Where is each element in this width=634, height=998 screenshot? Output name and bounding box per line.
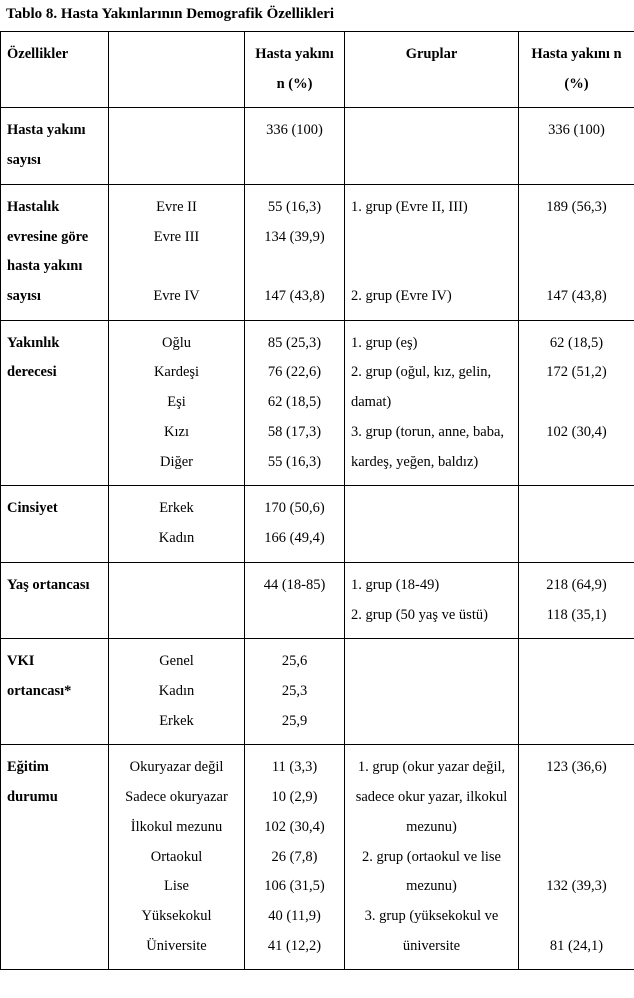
- header-empty: [109, 32, 245, 108]
- row-label: Eğitim durumu: [1, 745, 109, 970]
- row-groups: 1. grup (Evre II, III) 2. grup (Evre IV): [345, 184, 519, 320]
- row-gval: 189 (56,3) 147 (43,8): [519, 184, 634, 320]
- row-label: Hastalık evresine göre hasta yakını sayı…: [1, 184, 109, 320]
- row-val: 11 (3,3)10 (2,9)102 (30,4)26 (7,8)106 (3…: [245, 745, 345, 970]
- row-val: 25,625,325,9: [245, 639, 345, 745]
- row-sub: ErkekKadın: [109, 486, 245, 562]
- row-val: 55 (16,3)134 (39,9) 147 (43,8): [245, 184, 345, 320]
- row-gval: 218 (64,9)118 (35,1): [519, 562, 634, 638]
- row-val: 170 (50,6)166 (49,4): [245, 486, 345, 562]
- row-sub: [109, 108, 245, 184]
- table-row: VKI ortancası* GenelKadınErkek 25,625,32…: [1, 639, 634, 745]
- demographics-table: Özellikler Hasta yakını n (%) Gruplar Ha…: [0, 31, 634, 970]
- row-groups: 1. grup (18-49)2. grup (50 yaş ve üstü): [345, 562, 519, 638]
- header-hasta-yakini: Hasta yakını n (%): [245, 32, 345, 108]
- row-label: Yaş ortancası: [1, 562, 109, 638]
- row-gval: 336 (100): [519, 108, 634, 184]
- table-row: Hastalık evresine göre hasta yakını sayı…: [1, 184, 634, 320]
- row-gval: [519, 639, 634, 745]
- table-row: Yakınlık derecesi OğluKardeşiEşiKızıDiğe…: [1, 320, 634, 486]
- table-row: Eğitim durumu Okuryazar değilSadece okur…: [1, 745, 634, 970]
- table-title: Tablo 8. Hasta Yakınlarının Demografik Ö…: [0, 0, 634, 31]
- row-groups: [345, 639, 519, 745]
- row-val: 44 (18-85): [245, 562, 345, 638]
- row-groups: [345, 486, 519, 562]
- row-sub: Evre IIEvre III Evre IV: [109, 184, 245, 320]
- row-gval: 123 (36,6) 132 (39,3) 81 (24,1): [519, 745, 634, 970]
- table-row: Cinsiyet ErkekKadın 170 (50,6)166 (49,4): [1, 486, 634, 562]
- row-groups: [345, 108, 519, 184]
- row-sub: GenelKadınErkek: [109, 639, 245, 745]
- header-gruplar: Gruplar: [345, 32, 519, 108]
- row-sub: [109, 562, 245, 638]
- row-label: Cinsiyet: [1, 486, 109, 562]
- header-hasta-yakini-2: Hasta yakını n (%): [519, 32, 634, 108]
- header-row: Özellikler Hasta yakını n (%) Gruplar Ha…: [1, 32, 634, 108]
- row-sub: Okuryazar değilSadece okuryazarİlkokul m…: [109, 745, 245, 970]
- row-gval: [519, 486, 634, 562]
- row-label: VKI ortancası*: [1, 639, 109, 745]
- table-row: Yaş ortancası 44 (18-85) 1. grup (18-49)…: [1, 562, 634, 638]
- row-groups: 1. grup (eş)2. grup (oğul, kız, gelin, d…: [345, 320, 519, 486]
- table-row: Hasta yakını sayısı 336 (100) 336 (100): [1, 108, 634, 184]
- row-groups: 1. grup (okur yazar değil, sadece okur y…: [345, 745, 519, 970]
- row-gval: 62 (18,5)172 (51,2) 102 (30,4): [519, 320, 634, 486]
- row-label: Yakınlık derecesi: [1, 320, 109, 486]
- row-val: 85 (25,3)76 (22,6)62 (18,5)58 (17,3)55 (…: [245, 320, 345, 486]
- row-val: 336 (100): [245, 108, 345, 184]
- row-label: Hasta yakını sayısı: [1, 108, 109, 184]
- header-ozellikler: Özellikler: [1, 32, 109, 108]
- row-sub: OğluKardeşiEşiKızıDiğer: [109, 320, 245, 486]
